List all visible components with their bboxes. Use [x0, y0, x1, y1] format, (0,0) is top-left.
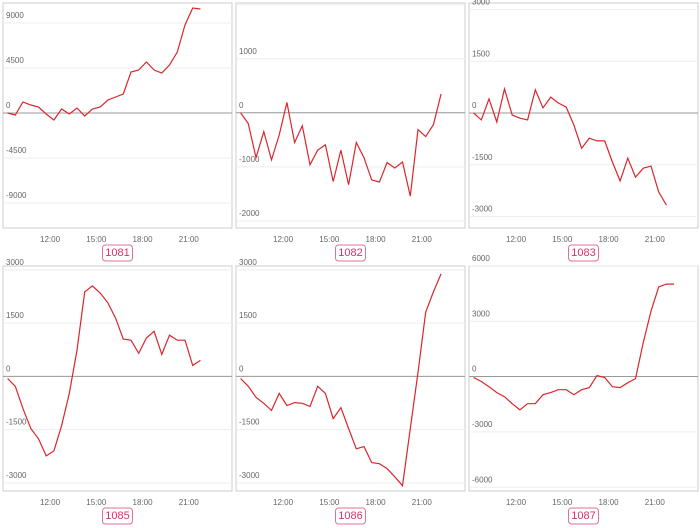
y-tick-label: 3000	[239, 258, 257, 267]
y-tick-label: -4500	[6, 146, 27, 155]
y-tick-label: 1500	[472, 49, 490, 58]
y-tick-label: -9000	[6, 191, 27, 200]
x-tick-label: 18:00	[133, 498, 154, 507]
x-tick-label: 18:00	[599, 498, 620, 507]
x-tick-label: 21:00	[179, 498, 200, 507]
y-tick-label: 9000	[6, 11, 24, 20]
y-tick-label: -3000	[239, 471, 260, 480]
y-tick-label: 0	[239, 364, 244, 373]
y-tick-label: 1500	[6, 311, 24, 320]
x-tick-label: 18:00	[133, 235, 154, 244]
y-tick-label: 0	[6, 364, 11, 373]
x-tick-label: 12:00	[40, 235, 61, 244]
chart-title: 1081	[105, 247, 129, 259]
x-tick-label: 21:00	[412, 235, 433, 244]
y-tick-label: -3000	[472, 420, 493, 429]
y-tick-label: 6000	[472, 254, 490, 263]
panel	[2, 265, 233, 492]
x-tick-label: 18:00	[366, 235, 387, 244]
y-tick-label: 3000	[6, 258, 24, 267]
x-tick-label: 21:00	[645, 498, 666, 507]
y-tick-label: 0	[472, 365, 477, 374]
y-tick-label: 3000	[472, 309, 490, 318]
title-box	[102, 507, 133, 525]
y-tick-label: -1500	[239, 418, 260, 427]
chart-title: 1087	[571, 510, 595, 522]
chart-title: 1085	[105, 510, 129, 522]
x-tick-label: 18:00	[599, 235, 620, 244]
line	[473, 283, 675, 411]
x-tick-label: 12:00	[273, 235, 294, 244]
line	[240, 273, 442, 488]
y-tick-label: 1500	[239, 311, 257, 320]
panel	[2, 2, 233, 229]
y-tick-label: -1500	[472, 153, 493, 162]
chart-title: 1086	[338, 510, 362, 522]
x-tick-label: 12:00	[40, 498, 61, 507]
x-tick-label: 21:00	[412, 498, 433, 507]
y-tick-label: -3000	[472, 205, 493, 214]
y-tick-label: 1000	[239, 47, 257, 56]
title-box	[335, 244, 366, 262]
panel	[468, 265, 699, 492]
y-tick-label: -2000	[239, 209, 260, 218]
y-tick-label: 3000	[472, 0, 490, 7]
line	[473, 86, 667, 206]
x-tick-label: 15:00	[552, 235, 573, 244]
x-tick-label: 15:00	[86, 498, 107, 507]
panel	[235, 2, 466, 229]
y-tick-label: -1500	[6, 418, 27, 427]
x-tick-label: 21:00	[179, 235, 200, 244]
x-tick-label: 15:00	[86, 235, 107, 244]
y-tick-label: 0	[6, 101, 11, 110]
x-tick-label: 21:00	[645, 235, 666, 244]
x-tick-label: 18:00	[366, 498, 387, 507]
line	[7, 7, 201, 121]
y-tick-label: 2000	[239, 0, 257, 2]
x-tick-label: 12:00	[506, 498, 527, 507]
x-tick-label: 12:00	[273, 498, 294, 507]
chart-title: 1083	[571, 247, 595, 259]
y-tick-label: 0	[472, 101, 477, 110]
panel	[468, 2, 699, 229]
title-box	[568, 244, 599, 262]
y-tick-label: 0	[239, 101, 244, 110]
y-tick-label: -6000	[472, 475, 493, 484]
chart-title: 1082	[338, 247, 362, 259]
y-tick-label: -3000	[6, 471, 27, 480]
x-tick-label: 12:00	[506, 235, 527, 244]
y-tick-label: -1000	[239, 155, 260, 164]
line	[7, 285, 201, 457]
y-tick-label: 4500	[6, 56, 24, 65]
panel	[235, 265, 466, 492]
x-tick-label: 15:00	[552, 498, 573, 507]
title-box	[335, 507, 366, 525]
title-box	[102, 244, 133, 262]
line	[240, 93, 442, 197]
x-tick-label: 15:00	[319, 235, 340, 244]
x-tick-label: 15:00	[319, 498, 340, 507]
title-box	[568, 507, 599, 525]
